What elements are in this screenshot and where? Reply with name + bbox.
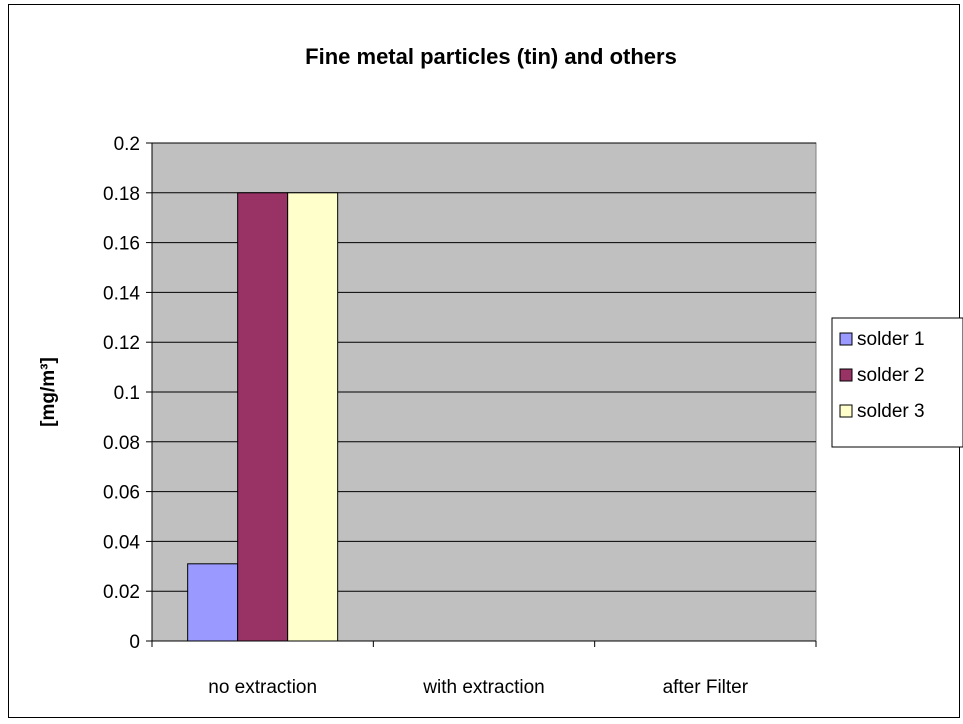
legend-entries: solder 1 solder 2 solder 3: [839, 329, 925, 422]
y-tick-label: 0: [129, 632, 140, 653]
y-tick-label: 0.18: [103, 184, 140, 205]
x-tick-label: with extraction: [422, 677, 544, 698]
y-tick-label: 0.12: [103, 333, 140, 354]
x-tick-label: no extraction: [208, 677, 317, 698]
bar-solder-1: [187, 563, 239, 642]
y-tick-label: 0.16: [103, 234, 140, 255]
chart-title: Fine metal particles (tin) and others: [305, 44, 677, 69]
x-tick-label: after Filter: [663, 677, 749, 698]
legend-label: solder 2: [857, 365, 925, 386]
legend-label: solder 1: [857, 329, 925, 350]
y-tick-label: 0.08: [103, 433, 140, 454]
y-axis-label: [mg/m³]: [38, 357, 59, 427]
y-tick-label: 0.02: [103, 582, 140, 603]
y-tick-label: 0.2: [114, 134, 140, 155]
legend: [831, 317, 963, 448]
legend-label: solder 3: [857, 401, 925, 422]
legend-swatch: [839, 368, 853, 382]
legend-swatch: [839, 332, 853, 346]
y-tick-label: 0.14: [103, 283, 140, 304]
bar-solder-3: [287, 192, 339, 642]
legend-swatch: [839, 404, 853, 418]
axes: 0 0.02 0.04 0.06 0.08 0.1 0.12 0.14 0.16 0.18 0.2 n…: [103, 134, 817, 698]
bar-solder-2: [237, 192, 289, 642]
y-tick-label: 0.04: [103, 532, 140, 553]
y-tick-label: 0.1: [114, 383, 140, 404]
y-tick-label: 0.06: [103, 483, 140, 504]
